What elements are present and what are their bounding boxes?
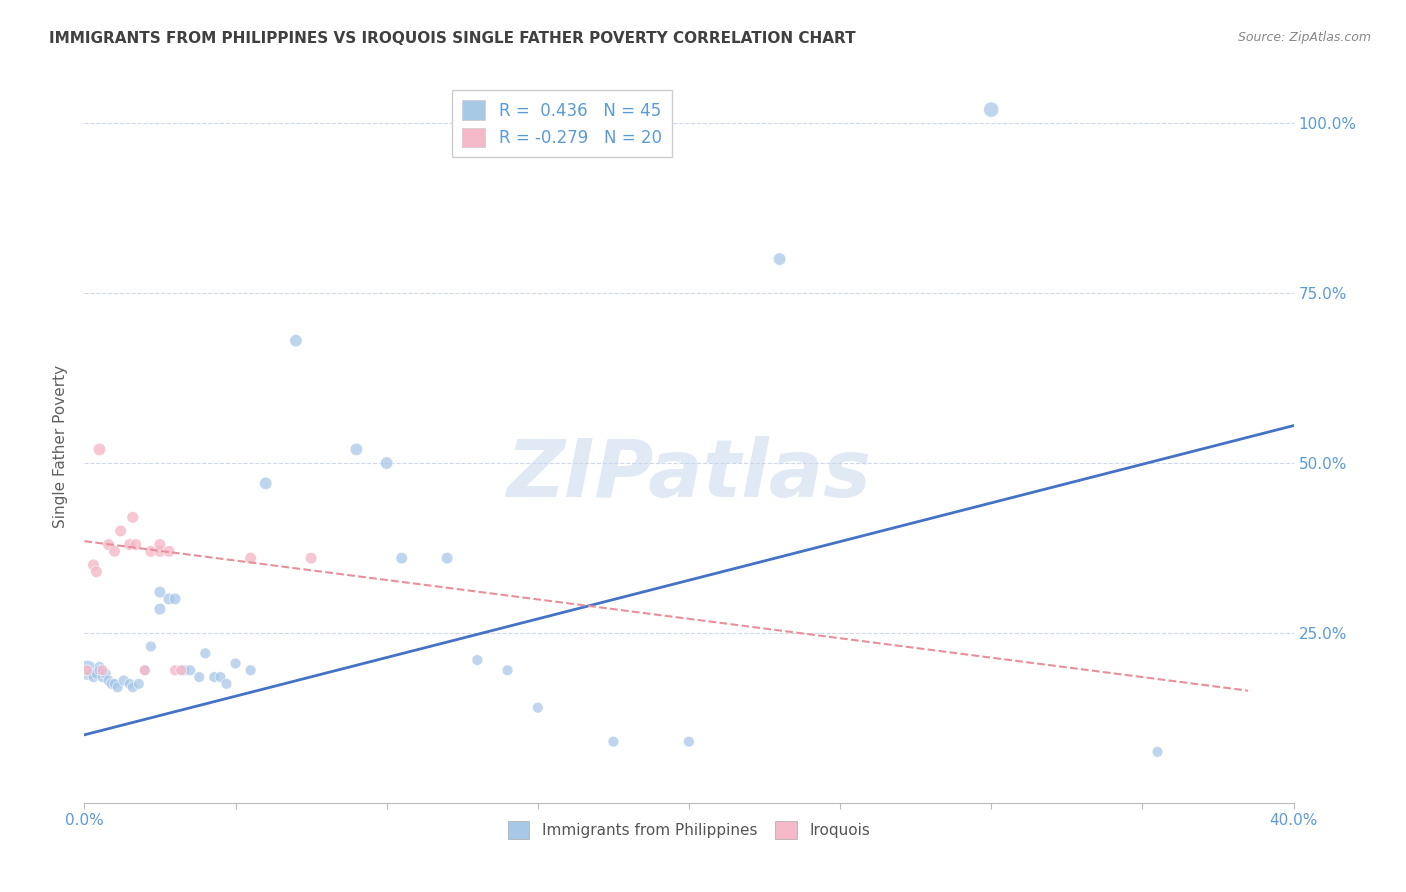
- Point: [496, 663, 519, 677]
- Point: [139, 544, 162, 558]
- Point: [134, 663, 156, 677]
- Point: [165, 591, 187, 606]
- Point: [239, 551, 262, 566]
- Point: [149, 544, 172, 558]
- Point: [118, 677, 141, 691]
- Point: [104, 677, 127, 691]
- Point: [165, 663, 187, 677]
- Point: [112, 673, 135, 688]
- Point: [980, 103, 1002, 117]
- Point: [125, 537, 148, 551]
- Point: [173, 663, 195, 677]
- Point: [82, 558, 104, 572]
- Legend: Immigrants from Philippines, Iroquois: Immigrants from Philippines, Iroquois: [502, 815, 876, 845]
- Point: [467, 653, 489, 667]
- Point: [97, 537, 120, 551]
- Y-axis label: Single Father Poverty: Single Father Poverty: [53, 365, 69, 527]
- Point: [149, 602, 172, 616]
- Point: [91, 663, 114, 677]
- Point: [194, 646, 217, 660]
- Point: [149, 585, 172, 599]
- Point: [602, 734, 624, 748]
- Point: [225, 657, 247, 671]
- Point: [188, 670, 211, 684]
- Text: Source: ZipAtlas.com: Source: ZipAtlas.com: [1237, 31, 1371, 45]
- Point: [97, 673, 120, 688]
- Point: [86, 565, 108, 579]
- Point: [104, 544, 127, 558]
- Point: [1146, 745, 1168, 759]
- Point: [149, 537, 172, 551]
- Point: [375, 456, 398, 470]
- Point: [91, 670, 114, 684]
- Point: [89, 660, 111, 674]
- Point: [79, 666, 101, 681]
- Point: [89, 663, 111, 677]
- Point: [299, 551, 322, 566]
- Point: [86, 666, 108, 681]
- Point: [76, 663, 98, 677]
- Point: [128, 677, 150, 691]
- Point: [110, 524, 132, 538]
- Point: [527, 700, 550, 714]
- Point: [239, 663, 262, 677]
- Point: [209, 670, 232, 684]
- Point: [170, 663, 193, 677]
- Point: [82, 670, 104, 684]
- Point: [76, 663, 98, 677]
- Point: [134, 663, 156, 677]
- Point: [121, 510, 143, 524]
- Point: [678, 734, 700, 748]
- Point: [254, 476, 277, 491]
- Point: [285, 334, 308, 348]
- Point: [391, 551, 413, 566]
- Text: IMMIGRANTS FROM PHILIPPINES VS IROQUOIS SINGLE FATHER POVERTY CORRELATION CHART: IMMIGRANTS FROM PHILIPPINES VS IROQUOIS …: [49, 31, 856, 46]
- Point: [118, 537, 141, 551]
- Point: [94, 666, 117, 681]
- Point: [436, 551, 458, 566]
- Point: [100, 677, 122, 691]
- Point: [346, 442, 368, 457]
- Point: [107, 680, 129, 694]
- Point: [157, 591, 180, 606]
- Point: [157, 544, 180, 558]
- Point: [139, 640, 162, 654]
- Point: [769, 252, 792, 266]
- Point: [179, 663, 201, 677]
- Point: [89, 442, 111, 457]
- Text: ZIPatlas: ZIPatlas: [506, 435, 872, 514]
- Point: [215, 677, 238, 691]
- Point: [202, 670, 225, 684]
- Point: [121, 680, 143, 694]
